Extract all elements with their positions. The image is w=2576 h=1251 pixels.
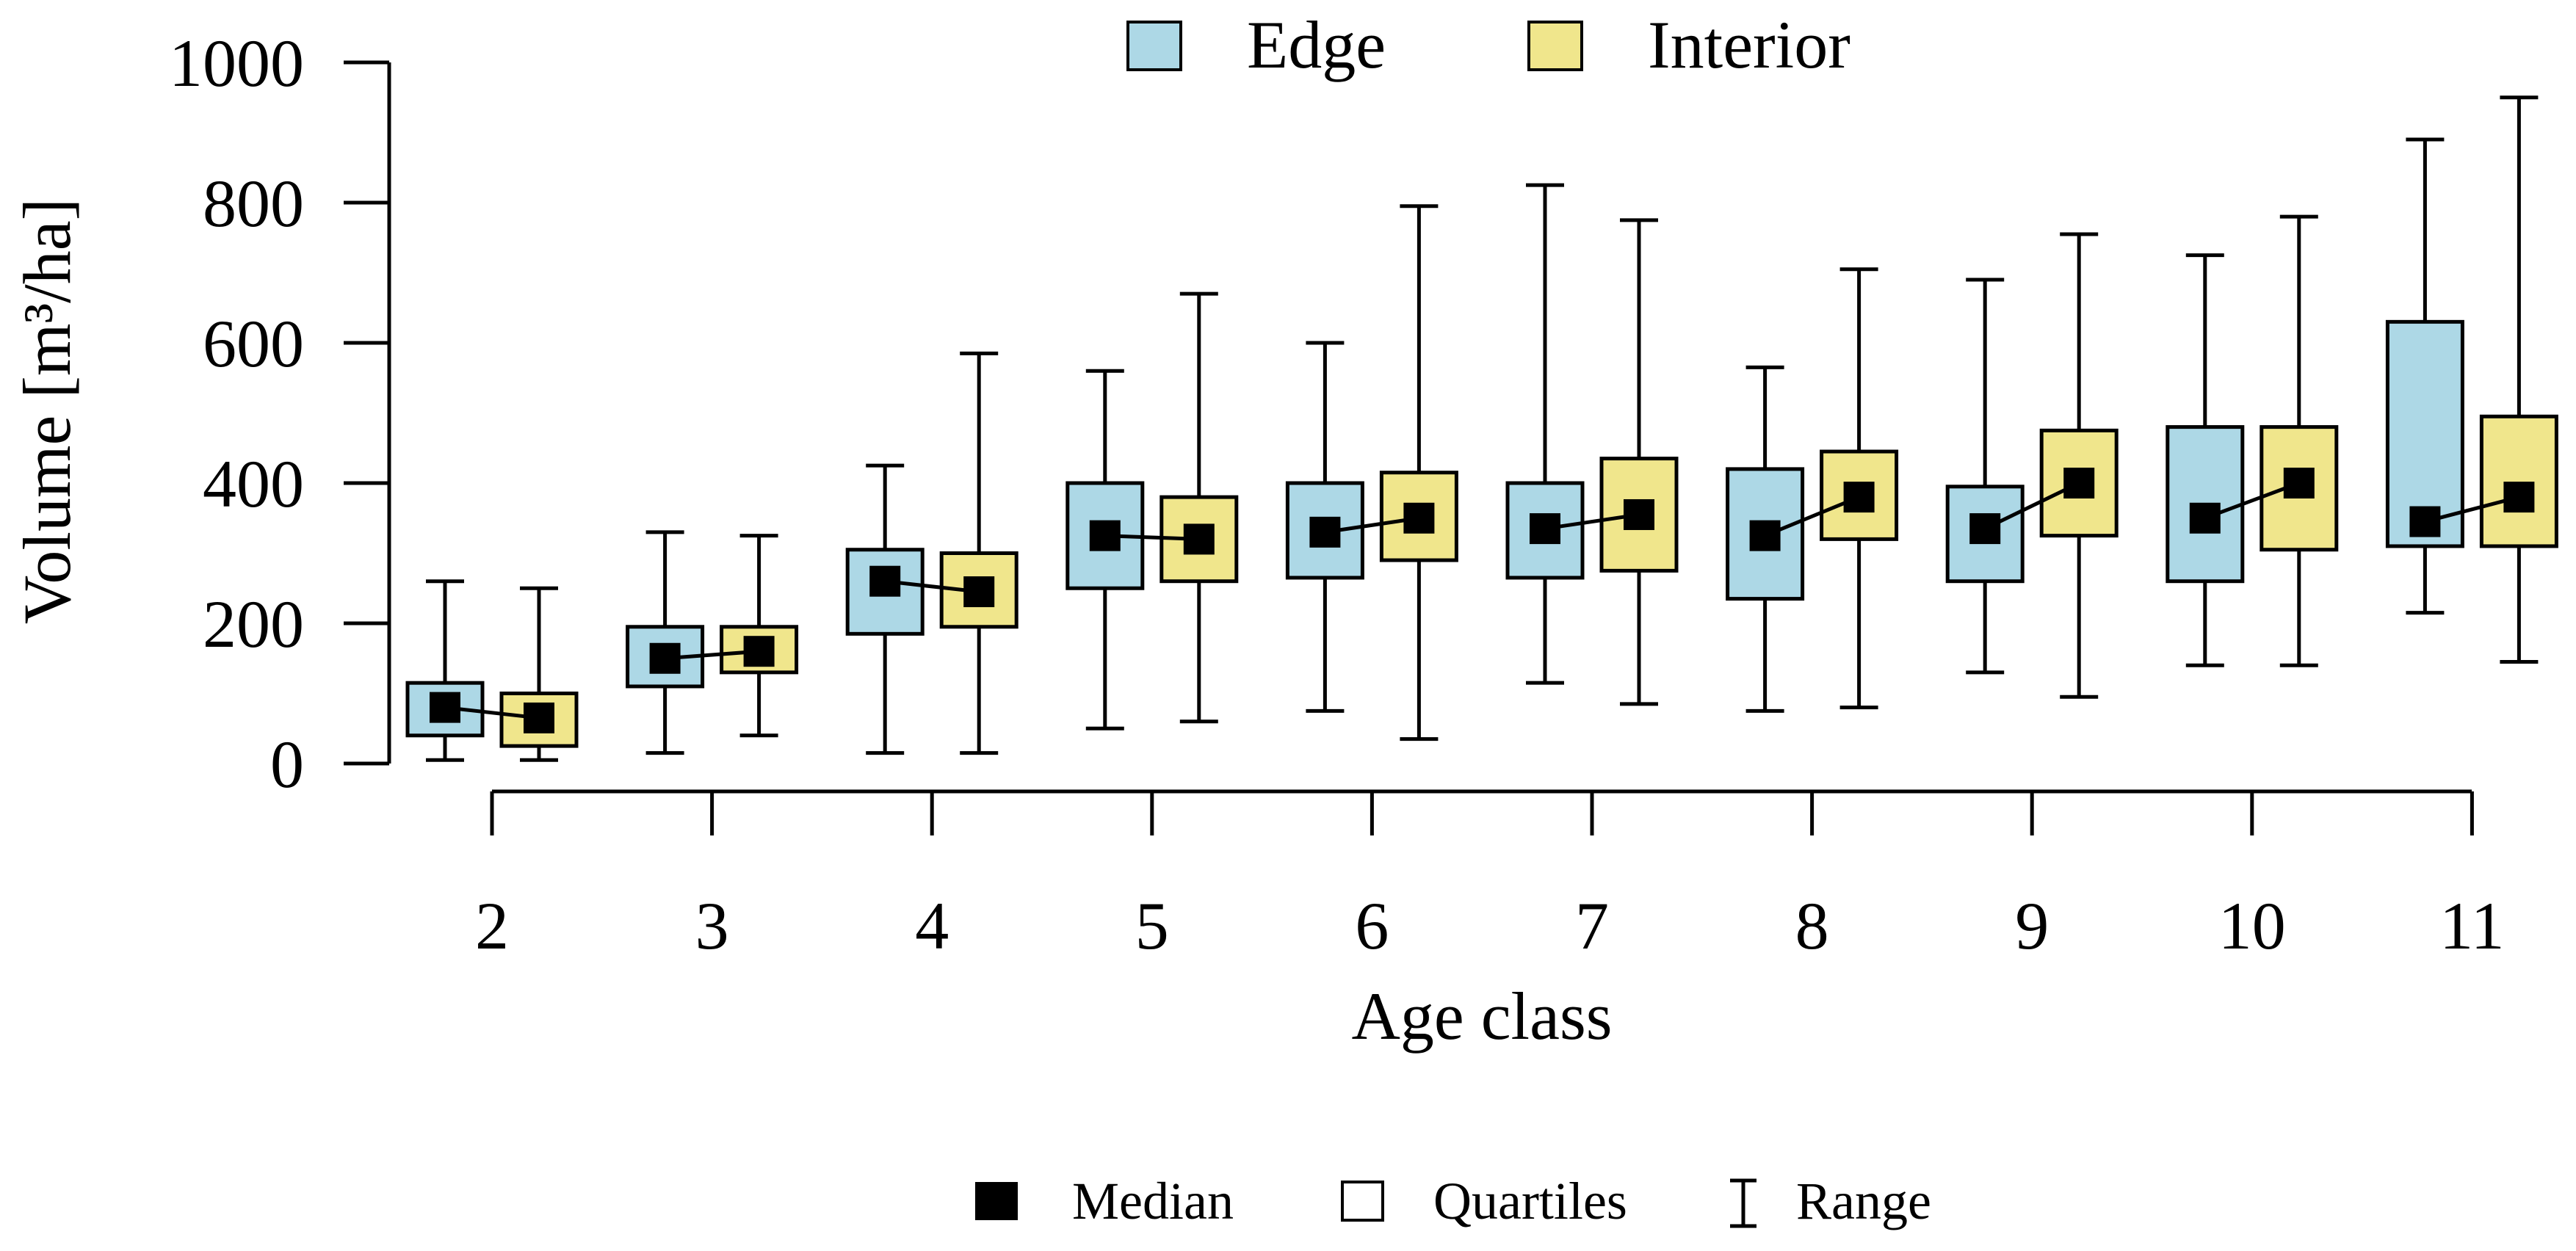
age-class-group bbox=[845, 351, 1019, 755]
legend-edge-label: Edge bbox=[1247, 7, 1386, 82]
interior-median-marker bbox=[2503, 482, 2535, 513]
y-tick-label: 800 bbox=[203, 166, 304, 241]
age-class-group bbox=[1726, 267, 1899, 713]
x-tick-label: 10 bbox=[2218, 888, 2286, 963]
legend-median-label: Median bbox=[1072, 1172, 1234, 1230]
x-tick-label: 8 bbox=[1795, 888, 1829, 963]
interior-median-marker bbox=[1843, 482, 1875, 513]
y-tick-label: 1000 bbox=[169, 26, 304, 101]
age-class-group bbox=[1945, 232, 2119, 699]
y-axis-title: Volume [m³/ha] bbox=[10, 198, 84, 624]
edge-box bbox=[1726, 467, 1805, 601]
interior-median-marker bbox=[1403, 502, 1435, 534]
legend-edge-swatch bbox=[1126, 21, 1182, 71]
median-connector bbox=[1104, 534, 1199, 541]
interior-median-marker bbox=[2283, 468, 2315, 498]
x-axis-title: Age class bbox=[1351, 979, 1612, 1054]
median-connector bbox=[2424, 495, 2520, 523]
y-tick-label: 400 bbox=[203, 446, 304, 521]
legend-quartiles-label: Quartiles bbox=[1433, 1172, 1627, 1230]
x-tick-label: 3 bbox=[695, 888, 729, 963]
median-connector bbox=[2204, 481, 2300, 521]
edge-median-marker bbox=[1530, 513, 1560, 545]
edge-median-marker bbox=[2189, 502, 2221, 534]
x-ticks: 2 3 4 5 6 7 8 9 10 11 bbox=[475, 791, 2505, 963]
y-tick-label: 600 bbox=[203, 306, 304, 381]
y-tick-label: 0 bbox=[270, 727, 304, 802]
interior-box bbox=[2479, 414, 2558, 548]
interior-median-marker bbox=[2063, 468, 2095, 498]
edge-median-marker bbox=[869, 565, 901, 597]
median-connector bbox=[1544, 512, 1640, 531]
median-connector bbox=[444, 706, 540, 720]
edge-median-marker bbox=[1089, 520, 1121, 551]
edge-median-marker bbox=[649, 642, 681, 674]
x-axis: 2 3 4 5 6 7 8 9 10 11 bbox=[475, 789, 2505, 963]
median-connector bbox=[1984, 481, 2080, 531]
y-ticks: 0 200 400 600 800 1000 bbox=[169, 26, 389, 802]
legend-top: Edge Interior bbox=[1126, 7, 1850, 82]
edge-median-marker bbox=[430, 692, 460, 723]
median-connector bbox=[1764, 495, 1860, 537]
x-tick-label: 5 bbox=[1135, 888, 1169, 963]
legend-range-label: Range bbox=[1796, 1172, 1931, 1230]
legend-interior-swatch bbox=[1527, 21, 1583, 71]
interior-median-marker bbox=[1183, 523, 1215, 555]
median-connector bbox=[884, 579, 980, 594]
y-tick-label: 200 bbox=[203, 587, 304, 661]
age-class-group bbox=[1285, 204, 1458, 741]
x-tick-label: 11 bbox=[2439, 888, 2505, 963]
quartiles-icon bbox=[1341, 1181, 1384, 1222]
x-tick-label: 7 bbox=[1575, 888, 1609, 963]
median-connector bbox=[665, 649, 759, 661]
interior-box bbox=[499, 692, 579, 748]
x-tick-label: 6 bbox=[1355, 888, 1389, 963]
age-class-group bbox=[2385, 95, 2558, 664]
edge-median-marker bbox=[1969, 513, 2001, 545]
interior-box bbox=[1379, 471, 1458, 562]
edge-median-marker bbox=[1309, 516, 1341, 548]
edge-median-marker bbox=[1749, 520, 1781, 551]
age-class-group bbox=[2166, 214, 2339, 667]
interior-median-marker bbox=[1624, 498, 1654, 530]
age-class-group bbox=[1505, 183, 1679, 706]
y-axis: 0 200 400 600 800 1000 bbox=[169, 26, 391, 802]
x-tick-label: 4 bbox=[915, 888, 949, 963]
median-connector bbox=[1325, 516, 1419, 534]
age-class-group bbox=[1066, 291, 1239, 730]
x-tick-label: 9 bbox=[2015, 888, 2049, 963]
x-tick-label: 2 bbox=[475, 888, 509, 963]
legend-interior-label: Interior bbox=[1648, 7, 1850, 82]
age-class-group bbox=[626, 530, 799, 755]
age-class-group bbox=[405, 579, 579, 762]
boxes bbox=[405, 95, 2558, 762]
interior-median-marker bbox=[743, 636, 775, 667]
interior-median-marker bbox=[963, 576, 995, 608]
median-icon bbox=[975, 1182, 1018, 1220]
legend-bottom: Median Quartiles Range bbox=[975, 1172, 1931, 1230]
edge-median-marker bbox=[2409, 506, 2441, 537]
interior-median-marker bbox=[524, 702, 554, 733]
range-icon bbox=[1730, 1178, 1756, 1228]
